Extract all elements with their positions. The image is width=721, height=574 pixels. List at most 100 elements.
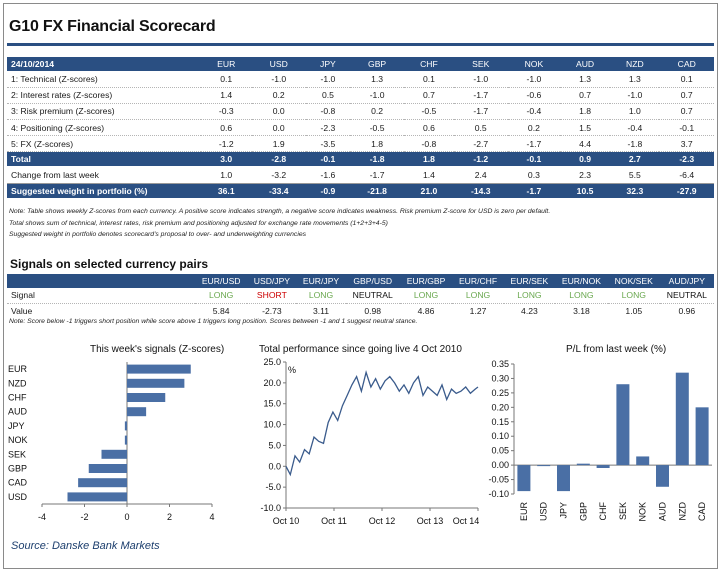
category-label: SEK: [8, 449, 26, 459]
bar: [517, 465, 531, 492]
pair-header: USD/JPY: [247, 274, 297, 288]
scorecard-note: Note: Table shows weekly Z-scores from e…: [9, 208, 551, 215]
bar: [537, 465, 551, 467]
score-cell: 3.0: [201, 151, 252, 166]
category-label: NZD: [677, 502, 687, 521]
signal-cell: LONG: [296, 288, 346, 304]
signal-cell: LONG: [399, 288, 453, 304]
y-tick-label: 25.0: [263, 357, 281, 367]
score-cell: 4.4: [559, 135, 611, 153]
row-label: 5: FX (Z-scores): [7, 135, 201, 153]
score-cell: 0.3: [508, 165, 560, 185]
score-cell: 10.5: [559, 183, 611, 198]
score-cell: 0.5: [306, 87, 350, 104]
y-tick-label: 0.10: [491, 431, 509, 441]
bar: [124, 435, 127, 445]
value-cell: 4.86: [417, 305, 435, 316]
score-cell: -1.7: [453, 103, 508, 121]
score-cell: -14.3: [453, 183, 508, 198]
score-cell: -1.2: [201, 135, 252, 153]
pair-header: GBP/USD: [345, 274, 400, 288]
category-label: NOK: [8, 435, 28, 445]
x-tick-label: -4: [38, 512, 46, 522]
score-cell: -2.3: [659, 151, 714, 166]
score-cell: -27.9: [659, 183, 714, 198]
score-cell: 0.6: [201, 119, 252, 137]
row-label: 1: Technical (Z-scores): [7, 71, 201, 88]
bar: [557, 465, 570, 492]
pair-header: EUR/USD: [195, 274, 248, 288]
value-row: Value 5.84 -2.73 3.11 0.98 4.86 1.27 4.23 3.18 1.…: [7, 303, 714, 318]
bar: [127, 378, 185, 388]
y-tick-label: -0.10: [488, 489, 509, 499]
y-tick-label: 0.0: [268, 461, 281, 471]
score-cell: -1.0: [610, 87, 660, 104]
score-cell: -1.0: [251, 71, 306, 88]
scorecard-row: 1: Technical (Z-scores) 0.1 -1.0 -1.0 1.3 0.1…: [7, 71, 714, 88]
category-label: CAD: [8, 478, 28, 488]
score-cell: 0.2: [251, 87, 306, 104]
chart-title-pl: P/L from last week (%): [566, 344, 667, 355]
value-cell: 0.96: [678, 305, 696, 316]
y-tick-label: 15.0: [263, 399, 281, 409]
page-title: G10 FX Financial Scorecard: [9, 18, 216, 35]
category-label: CHF: [598, 502, 608, 521]
signal-cell: NEUTRAL: [345, 288, 400, 304]
score-cell: -0.8: [404, 135, 454, 153]
bar: [616, 384, 630, 466]
score-cell: 1.8: [404, 151, 454, 166]
pair-header: EUR/CHF: [452, 274, 504, 288]
weight-row: Suggested weight in portfolio (%) 36.1 -33…: [7, 183, 714, 198]
score-cell: 0.0: [251, 103, 306, 121]
score-cell: -1.8: [610, 135, 660, 153]
score-cell: 21.0: [404, 183, 454, 198]
bar: [67, 492, 127, 502]
scorecard-notes: Note: Table shows weekly Z-scores from e…: [9, 206, 550, 241]
currency-header: NOK: [508, 57, 560, 71]
score-cell: 1.0: [610, 103, 660, 121]
row-label: Value: [11, 305, 33, 316]
score-cell: -0.1: [659, 119, 714, 137]
currency-header: GBP: [349, 57, 405, 71]
score-cell: -0.8: [306, 103, 350, 121]
scorecard-row: 2: Interest rates (Z-scores) 1.4 0.2 0.5 -1.…: [7, 87, 714, 104]
score-cell: 0.0: [251, 119, 306, 137]
y-tick-label: -10.0: [260, 503, 281, 513]
value-cell: 3.11: [312, 305, 330, 316]
value-cell: 3.18: [573, 305, 590, 316]
scorecard-table: 24/10/2014 EUR USD JPY GBP CHF SEK NOK AUD NZD CAD…: [7, 57, 714, 198]
currency-header: EUR: [201, 57, 252, 71]
score-cell: 1.0: [201, 165, 252, 185]
pair-header: EUR/JPY: [296, 274, 346, 288]
score-cell: -1.0: [453, 71, 508, 88]
category-label: SEK: [618, 502, 628, 520]
page-frame: [3, 3, 718, 569]
currency-header: JPY: [306, 57, 350, 71]
score-cell: -0.3: [201, 103, 252, 121]
category-label: CHF: [8, 393, 27, 403]
category-label: AUD: [658, 502, 668, 522]
currency-header: AUD: [559, 57, 611, 71]
score-cell: 0.7: [404, 87, 454, 104]
score-cell: 0.1: [404, 71, 454, 88]
signal-cell: NEUTRAL: [659, 288, 714, 304]
score-cell: -0.6: [508, 87, 560, 104]
category-label: EUR: [8, 364, 28, 374]
score-cell: -0.5: [349, 119, 405, 137]
score-cell: -21.8: [349, 183, 405, 198]
score-cell: -1.8: [349, 151, 405, 166]
score-cell: 0.7: [659, 87, 714, 104]
score-cell: 1.9: [251, 135, 306, 153]
chart-title-signals: This week's signals (Z-scores): [90, 344, 225, 355]
score-cell: 1.3: [559, 71, 611, 88]
pair-header: EUR/NOK: [554, 274, 608, 288]
row-label: Signal: [7, 288, 195, 304]
signal-cell: LONG: [503, 288, 555, 304]
score-cell: 36.1: [201, 183, 252, 198]
y-tick-label: 10.0: [263, 420, 281, 430]
score-cell: -2.8: [251, 151, 306, 166]
scorecard-row: 4: Positioning (Z-scores) 0.6 0.0 -2.3 -0.5 0…: [7, 119, 714, 137]
pair-header: AUD/JPY: [659, 274, 714, 288]
score-cell: -0.9: [306, 183, 350, 198]
score-cell: 0.5: [453, 119, 508, 137]
